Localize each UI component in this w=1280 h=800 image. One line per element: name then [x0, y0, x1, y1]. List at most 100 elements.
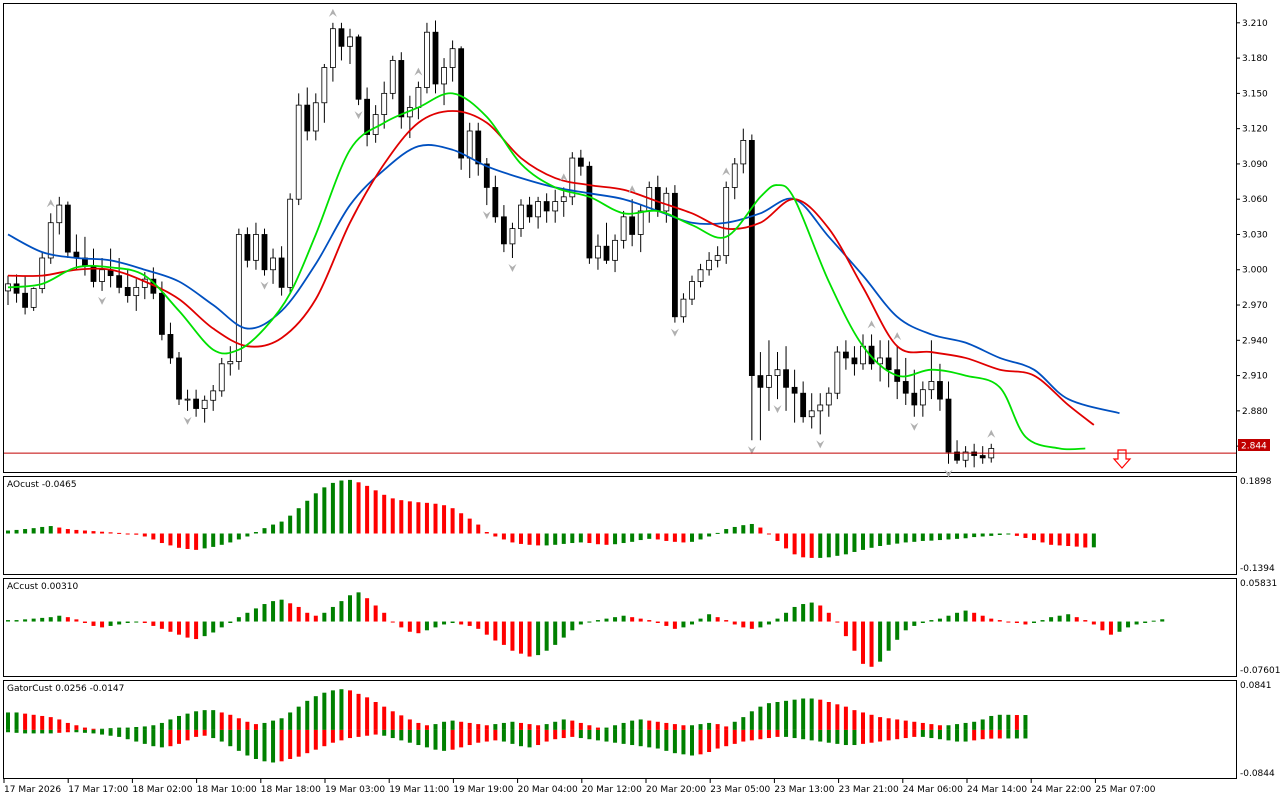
gator-upper-bar: [501, 722, 506, 730]
candle-bull: [466, 130, 473, 159]
candle-bull: [552, 201, 559, 212]
candle-bear: [783, 369, 789, 388]
ao-bar: [65, 529, 70, 534]
candle-bear: [979, 455, 986, 459]
ac-bar: [288, 603, 293, 622]
gator-upper-bar: [40, 715, 45, 730]
gator-lower-bar: [373, 729, 378, 735]
ac-bar: [1049, 617, 1054, 622]
candle-bear: [971, 451, 978, 456]
ao-bar: [570, 533, 575, 544]
gator-upper-bar: [245, 721, 250, 730]
ao-bar: [963, 533, 968, 539]
time-label: 19 Mar 11:00: [389, 785, 449, 795]
gator-lower-bar: [972, 729, 977, 741]
gator-upper-bar: [672, 724, 677, 730]
gator-upper-bar: [801, 698, 806, 730]
gator-lower-bar: [920, 729, 925, 737]
gator-upper-bar: [895, 719, 900, 730]
gator-lower-bar: [749, 729, 754, 741]
ac-bar: [595, 620, 600, 622]
gator-upper-bar: [23, 713, 28, 730]
gator-lower-bar: [510, 729, 515, 744]
gator-lower-bar: [399, 729, 404, 741]
ao-bar: [989, 533, 994, 536]
ao-bar: [647, 533, 652, 539]
gator-lower-bar: [356, 729, 361, 737]
ao-bar: [766, 533, 771, 535]
ao-bar: [31, 528, 36, 534]
ao-bar: [1032, 533, 1036, 541]
gator-upper-bar: [878, 717, 883, 730]
gator-lower-bar: [672, 729, 677, 754]
gator-panel-frame: [3, 680, 1237, 779]
gator-upper-bar: [621, 722, 626, 730]
fractal-down-icon: [944, 469, 953, 478]
candle-bull: [817, 404, 824, 412]
ac-bar: [501, 621, 506, 645]
ac-bar: [972, 612, 977, 622]
gator-lower-bar: [459, 729, 464, 748]
ac-bar: [946, 615, 951, 622]
ao-bar: [672, 533, 677, 542]
candle-bull: [595, 245, 601, 259]
fractal-down-icon: [816, 440, 825, 449]
gator-lower-bar: [886, 729, 891, 741]
ao-bar: [424, 502, 429, 534]
candle-bull: [714, 255, 721, 261]
gator-upper-bar: [1006, 714, 1011, 730]
gator-lower-bar: [322, 729, 327, 747]
ac-bar: [416, 621, 421, 634]
candle-bull: [928, 381, 935, 391]
gator-lower-bar: [330, 729, 335, 743]
ac-bar: [373, 605, 378, 622]
gator-lower-bar: [792, 729, 797, 739]
ac-bar: [1143, 621, 1148, 624]
price-tick-label: 2.970: [1242, 301, 1268, 311]
candle-bull: [329, 28, 336, 68]
ac-bar: [544, 621, 549, 651]
ao-bar: [382, 494, 387, 534]
ao-bar: [826, 533, 831, 558]
candle-bull: [877, 357, 883, 365]
ac-bar: [818, 605, 823, 622]
gator-upper-bar: [989, 715, 994, 730]
ac-bar: [433, 621, 438, 628]
ac-panel-frame: [3, 578, 1237, 677]
price-tick-label: 3.060: [1242, 195, 1268, 205]
gator-upper-bar: [690, 725, 694, 730]
gator-upper-bar: [6, 712, 10, 730]
ac-bar: [895, 621, 900, 640]
ac-bar: [459, 621, 464, 625]
ao-bar: [784, 533, 789, 549]
ac-bar: [450, 621, 455, 624]
ao-bar: [749, 523, 754, 534]
candle-bear: [492, 187, 499, 218]
gator-upper-bar: [903, 720, 908, 730]
fractal-up-icon: [46, 199, 55, 208]
ac-bar: [330, 606, 335, 622]
ao-bar: [365, 485, 370, 534]
gator-lower-bar: [442, 729, 447, 751]
candle-bear: [902, 381, 909, 394]
ac-bar: [604, 618, 609, 622]
candle-bull: [612, 239, 618, 261]
candle-bear: [748, 140, 755, 376]
candle-bear: [355, 36, 362, 100]
gator-upper-bar: [117, 727, 122, 730]
time-label: 25 Mar 07:00: [1095, 785, 1155, 795]
ac-bar: [382, 612, 387, 622]
gator-lower-bar: [843, 729, 848, 746]
gator-lower-bar: [245, 729, 250, 756]
ao-bar: [1006, 533, 1011, 535]
gator-lower-bar: [493, 729, 498, 741]
ao-bar: [724, 529, 729, 534]
gator-lower-bar: [690, 729, 694, 756]
ao-bar: [707, 533, 712, 537]
ao-bar: [442, 505, 447, 534]
fractal-up-icon: [628, 185, 637, 194]
ao-histogram: [6, 479, 1096, 558]
ac-bar: [31, 618, 36, 622]
gator-lower-bar: [784, 729, 789, 737]
